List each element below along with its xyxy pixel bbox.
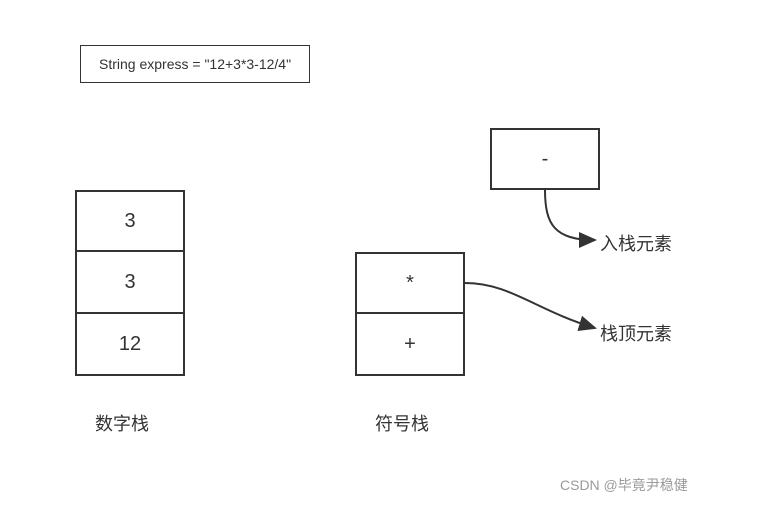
arrow-push xyxy=(545,190,595,240)
arrow-top xyxy=(465,283,595,328)
watermark: CSDN @毕竟尹稳健 xyxy=(560,475,688,495)
arrow-top-label: 栈顶元素 xyxy=(600,320,672,346)
arrow-push-label: 入栈元素 xyxy=(600,230,672,256)
